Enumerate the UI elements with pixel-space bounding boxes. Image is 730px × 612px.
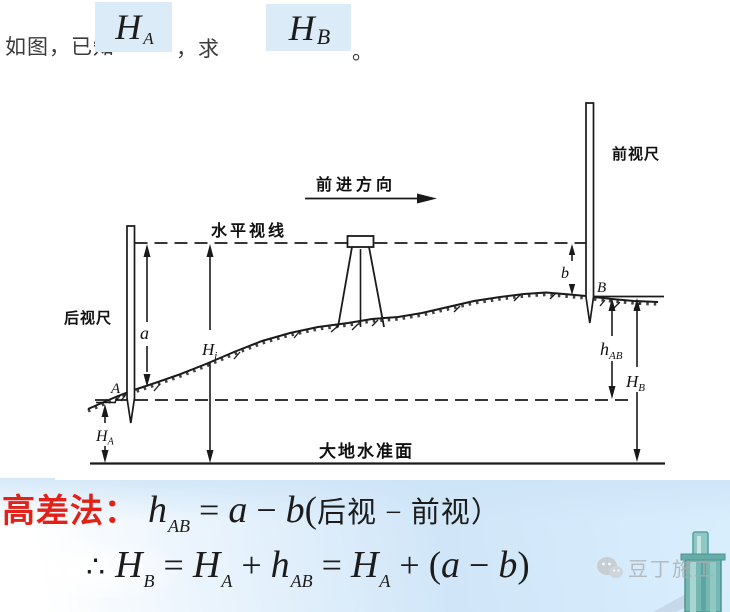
watermark-text: 豆丁施工	[628, 559, 716, 581]
reading-b-label: b	[561, 265, 569, 282]
f2-ha2: H	[350, 544, 379, 586]
hi-sub: i	[214, 350, 217, 362]
method-label: 高差法：	[2, 492, 138, 529]
ha-dim-base: H	[95, 428, 109, 445]
leveling-diagram: 前进方向 水平视线	[55, 85, 730, 480]
hab-dim-sub: AB	[608, 350, 623, 362]
f2-plus1: +	[241, 545, 262, 585]
f2-h: h	[270, 544, 290, 586]
f2-hb-sub: B	[143, 571, 155, 591]
measure-hb: HB	[625, 298, 645, 462]
background-cloud	[14, 538, 184, 598]
question-period: 。	[352, 41, 374, 64]
building-image	[653, 531, 726, 612]
f2-plus2: +	[399, 545, 420, 585]
hb-dim-label: HB	[625, 372, 645, 394]
f1-eq: =	[199, 490, 220, 530]
level-instrument	[337, 235, 385, 328]
foresight-rod: 前视尺	[585, 102, 660, 324]
f1-note-close: ）	[470, 497, 501, 529]
f2-hb: H	[115, 544, 143, 586]
f1-h: h	[148, 489, 167, 531]
ha-sub: A	[143, 29, 154, 48]
f1-h-sub: AB	[168, 516, 190, 536]
point-b-label: B	[597, 280, 606, 296]
f2-eq1: =	[163, 545, 184, 585]
watermark: 豆丁施工	[596, 553, 716, 582]
f2-a: a	[441, 544, 461, 586]
f1-minus: −	[256, 490, 277, 530]
ha-dim-label: HA	[95, 428, 115, 448]
f1-note-open: (	[304, 490, 317, 531]
hb-dim-base: H	[625, 372, 640, 391]
measure-b: b	[561, 244, 576, 295]
f2-open: (	[428, 545, 442, 586]
backsight-rod-label: 后视尺	[64, 309, 112, 327]
hb-dim-sub: B	[638, 382, 645, 394]
hab-dim-base: h	[600, 339, 609, 359]
f2-h-sub: AB	[290, 571, 313, 591]
ha-base: H	[115, 7, 142, 47]
diagram-background	[55, 85, 730, 480]
question-mid: ，求	[176, 38, 220, 61]
terrain	[87, 291, 659, 413]
hi-base: H	[201, 340, 216, 359]
f2-ha1: H	[192, 544, 221, 586]
direction-arrow: 前进方向	[305, 175, 437, 204]
f1-a: a	[228, 489, 248, 531]
hb-base: H	[288, 7, 315, 48]
backsight-rod: 后视尺	[64, 225, 136, 424]
f1-note-text: 后视 − 前视	[316, 497, 471, 529]
f2-ha1-sub: A	[221, 571, 233, 591]
measure-hab: hAB	[600, 298, 623, 399]
reading-a-label: a	[140, 323, 149, 343]
measure-ha: HA	[95, 401, 116, 463]
ha-dim-sub: A	[107, 437, 115, 448]
hi-label: Hi	[201, 340, 217, 362]
measure-a: a	[140, 244, 151, 387]
f2-eq2: =	[321, 545, 342, 585]
formula-line-1: 高差法： h AB = a − b(后视 − 前视）	[2, 484, 501, 536]
hab-dim-label: hAB	[600, 339, 623, 362]
f2-ha2-sub: A	[379, 571, 391, 591]
f2-minus: −	[469, 545, 490, 585]
foresight-rod-label: 前视尺	[612, 145, 660, 163]
sight-line-label: 水平视线	[211, 221, 287, 240]
f2-therefore: ∴	[86, 551, 106, 584]
f2-close: )	[517, 545, 530, 586]
f2-b: b	[498, 544, 518, 586]
f1-b: b	[285, 489, 305, 531]
wechat-icon	[597, 556, 623, 578]
hb-sub: B	[316, 23, 331, 49]
direction-label: 前进方向	[316, 175, 396, 194]
point-a-label: A	[110, 381, 121, 397]
question-prefix: 如图，已知	[5, 36, 115, 59]
measure-hi: Hi	[201, 244, 217, 463]
datum-label: 大地水准面	[319, 441, 414, 461]
